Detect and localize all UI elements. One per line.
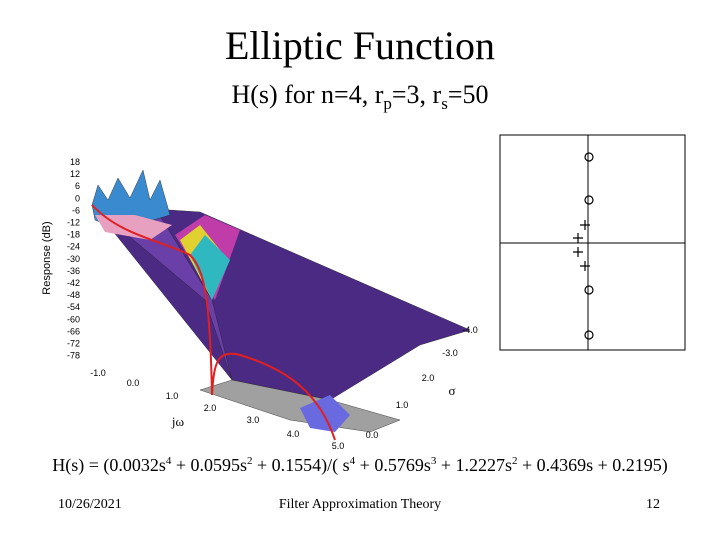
y-tick-label: -60 (67, 314, 80, 324)
y-tick-label: -78 (67, 351, 80, 361)
y-tick-label: -66 (67, 326, 80, 336)
sigma-tick-label: 1.0 (396, 400, 409, 410)
footer-date: 10/26/2021 (58, 497, 122, 512)
jw-tick-label: -1.0 (90, 368, 106, 378)
title: Elliptic Function (225, 23, 495, 68)
equation-text: + 0.1554)/( s (252, 455, 350, 475)
sigma-tick-label: -3.0 (442, 348, 458, 358)
y-tick-label: -24 (67, 242, 80, 252)
exponent: 2 (511, 455, 518, 467)
zero (584, 285, 594, 295)
exponent: 2 (247, 455, 253, 467)
jw-tick-label: 4.0 (287, 429, 300, 439)
equation-text: + 1.2227s (436, 455, 512, 475)
y-tick-label: 18 (70, 157, 80, 167)
sigma-axis-label: σ (448, 383, 455, 398)
y-tick-label: -12 (67, 218, 80, 228)
exponent: 4 (349, 455, 356, 467)
y-tick-label: -30 (67, 254, 80, 264)
jw-tick-label: 0.0 (127, 378, 140, 388)
jw-tick-label: 1.0 (166, 391, 179, 401)
exponent: 3 (430, 455, 437, 467)
y-tick-label: -18 (67, 230, 80, 240)
y-tick-label: 6 (75, 181, 80, 191)
pole (573, 233, 583, 243)
equation-text: + 0.4369s + 0.2195) (517, 455, 668, 475)
equation-text: + 0.0595s (171, 455, 248, 475)
subtitle-text: =3, r (391, 80, 442, 109)
zeros (584, 152, 594, 340)
zero (584, 195, 594, 205)
surface-plot: Response (dB) jω σ 18 12 6 0 -6 -12 -18 -24 -30 -… (41, 134, 686, 451)
subtitle-text: H(s) for n=4, r (231, 80, 384, 109)
exponent: 4 (165, 455, 172, 467)
y-axis-label: Response (dB) (41, 221, 53, 294)
equation-text: + 0.5769s (355, 455, 431, 475)
footer-title: Filter Approximation Theory (278, 497, 442, 512)
subtitle-text: =50 (447, 80, 489, 109)
y-tick-label: 12 (70, 169, 80, 179)
page-number: 12 (646, 497, 660, 512)
equation: H(s) = (0.0032s4 + 0.0595s2 + 0.1554)/( … (0, 455, 720, 476)
subscript: p (383, 94, 392, 114)
sigma-tick-label: 0.0 (366, 430, 379, 440)
jw-axis-label: jω (171, 414, 185, 429)
y-tick-label: -42 (67, 278, 80, 288)
y-tick-label: 0 (75, 193, 80, 203)
jw-tick-label: 5.0 (332, 441, 345, 451)
pole (580, 220, 590, 230)
y-tick-label: -36 (67, 266, 80, 276)
response-curve (91, 204, 336, 441)
sigma-tick-label: 2.0 (422, 373, 435, 383)
y-tick-label: -54 (67, 302, 80, 312)
pole (580, 261, 590, 271)
subscript: s (441, 94, 448, 114)
equation-text: H(s) = (0.0032s (52, 455, 166, 475)
poles (573, 220, 590, 271)
y-tick-label: -48 (67, 290, 80, 300)
y-tick-label: -72 (67, 339, 80, 349)
subtitle: H(s) for n=4, rp=3, rs=50 (0, 80, 720, 114)
surface (300, 395, 350, 432)
surface (190, 235, 230, 300)
jw-tick-label: 3.0 (247, 415, 260, 425)
zero (584, 152, 594, 162)
pole (573, 247, 583, 257)
jw-tick-label: 2.0 (204, 403, 217, 413)
y-tick-label: -6 (72, 205, 80, 215)
sigma-tick-label: -4.0 (462, 325, 478, 335)
zero (584, 330, 594, 340)
surface (95, 215, 172, 240)
